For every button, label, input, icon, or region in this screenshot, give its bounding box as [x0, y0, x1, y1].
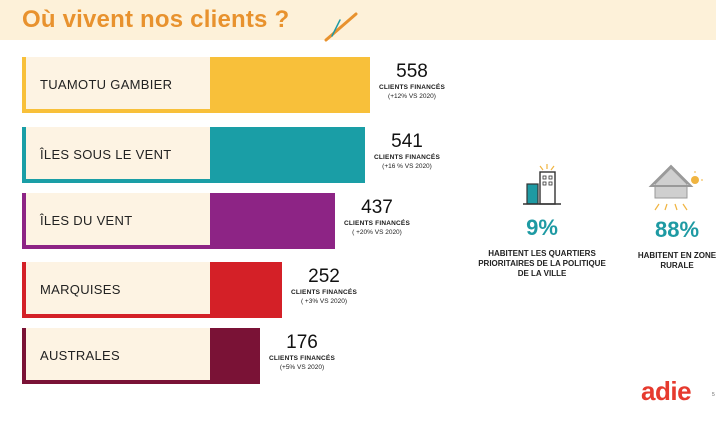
bar — [210, 127, 365, 183]
category-label: ÎLES SOUS LE VENT — [40, 147, 172, 162]
value-number: 437 — [361, 197, 393, 218]
category-label: MARQUISES — [40, 282, 121, 297]
stat-value: 88% — [654, 217, 700, 242]
page-number: 5 — [712, 392, 715, 398]
value-caption: CLIENTS FINANCÉS — [343, 220, 411, 227]
category-label-box: ÎLES DU VENT — [22, 193, 210, 249]
stat-city: 9% HABITENT LES QUARTIERS PRIORITAIRES D… — [474, 162, 610, 279]
city-buildings-icon — [523, 164, 561, 205]
value-caption: CLIENTS FINANCÉS — [378, 84, 446, 91]
bar — [210, 262, 282, 318]
value-number: 558 — [396, 61, 428, 82]
category-label: ÎLES DU VENT — [40, 213, 133, 228]
category-label-box: AUSTRALES — [22, 328, 210, 384]
stat-value: 9% — [526, 215, 558, 240]
page-title: Où vivent nos clients ? — [22, 6, 290, 33]
value-label: 252 CLIENTS FINANCÉS ( +3% VS 2020) — [284, 266, 364, 306]
bar — [210, 193, 335, 249]
category-label: TUAMOTU GAMBIER — [40, 77, 173, 92]
value-label: 437 CLIENTS FINANCÉS ( +20% VS 2020) — [337, 197, 417, 237]
category-label: AUSTRALES — [40, 348, 121, 363]
category-label-box: ÎLES SOUS LE VENT — [22, 127, 210, 183]
pen-icon — [324, 12, 358, 42]
value-number: 252 — [308, 266, 340, 287]
category-label-box: MARQUISES — [22, 262, 210, 318]
value-label: 541 CLIENTS FINANCÉS (+16 % VS 2020) — [367, 131, 447, 171]
value-label: 558 CLIENTS FINANCÉS (+12% VS 2020) — [372, 61, 452, 101]
value-caption: CLIENTS FINANCÉS — [290, 289, 358, 296]
category-label-box: TUAMOTU GAMBIER — [22, 57, 210, 113]
value-change: ( +20% VS 2020) — [352, 229, 402, 236]
value-change: (+16 % VS 2020) — [382, 163, 432, 170]
bar — [210, 57, 370, 113]
value-change: (+5% VS 2020) — [279, 364, 325, 371]
value-change: ( +3% VS 2020) — [300, 298, 348, 305]
value-number: 541 — [391, 131, 423, 152]
value-caption: CLIENTS FINANCÉS — [373, 154, 441, 161]
value-change: (+12% VS 2020) — [388, 93, 436, 100]
stat-description: HABITENT EN ZONE RURALE — [637, 251, 716, 270]
value-number: 176 — [286, 332, 318, 353]
value-label: 176 CLIENTS FINANCÉS (+5% VS 2020) — [262, 332, 342, 372]
rural-house-icon — [648, 164, 703, 211]
stat-description: HABITENT LES QUARTIERS PRIORITAIRES DE L… — [478, 249, 606, 278]
adie-logo: adie — [641, 376, 692, 406]
header-banner: Où vivent nos clients ? — [0, 0, 716, 42]
value-caption: CLIENTS FINANCÉS — [268, 355, 336, 362]
stat-rural: 88% HABITENT EN ZONE RURALE — [636, 160, 716, 271]
bar — [210, 328, 260, 384]
